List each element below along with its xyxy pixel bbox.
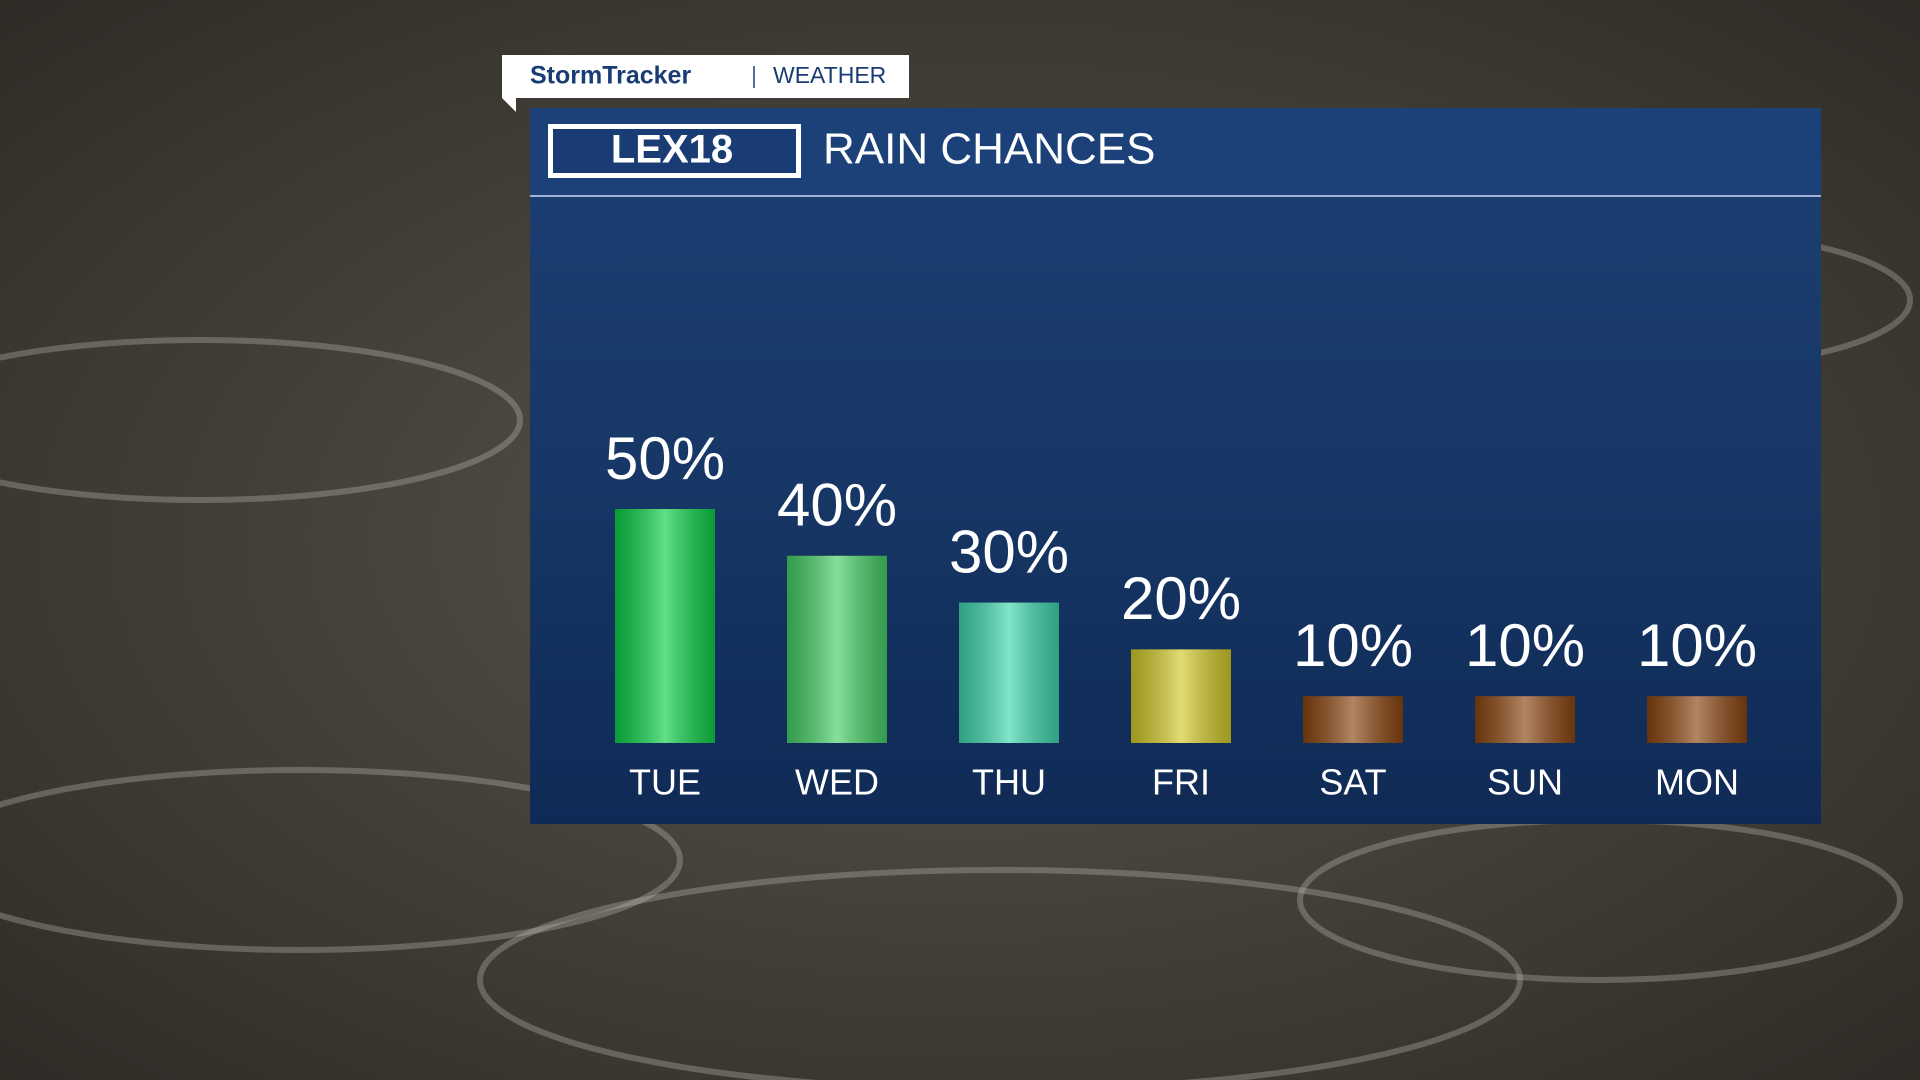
- bar-shine: [1647, 696, 1747, 743]
- x-tick-label: SAT: [1319, 762, 1386, 803]
- value-label: 50%: [605, 425, 725, 492]
- bar-shine: [1475, 696, 1575, 743]
- x-tick-label: THU: [972, 762, 1046, 803]
- chart-title: RAIN CHANCES: [823, 125, 1156, 174]
- logo-inner: [553, 129, 796, 173]
- section-name: WEATHER: [773, 62, 886, 88]
- x-tick-label: TUE: [629, 762, 701, 803]
- value-label: 20%: [1121, 565, 1241, 632]
- bar-shine: [959, 602, 1059, 743]
- bar-shine: [787, 555, 887, 743]
- x-tick-label: WED: [795, 762, 879, 803]
- bar-shine: [615, 509, 715, 743]
- value-label: 10%: [1637, 612, 1757, 679]
- brand-name: StormTracker: [530, 62, 691, 90]
- value-label: 10%: [1465, 612, 1585, 679]
- logo-text: LEX18: [611, 128, 733, 172]
- x-tick-label: SUN: [1487, 762, 1563, 803]
- brand-tab: [502, 55, 909, 112]
- bar-shine: [1131, 649, 1231, 743]
- bar-shine: [1303, 696, 1403, 743]
- x-tick-label: FRI: [1152, 762, 1210, 803]
- value-label: 10%: [1293, 612, 1413, 679]
- value-label: 40%: [777, 472, 897, 539]
- value-label: 30%: [949, 518, 1069, 585]
- x-tick-label: MON: [1655, 762, 1739, 803]
